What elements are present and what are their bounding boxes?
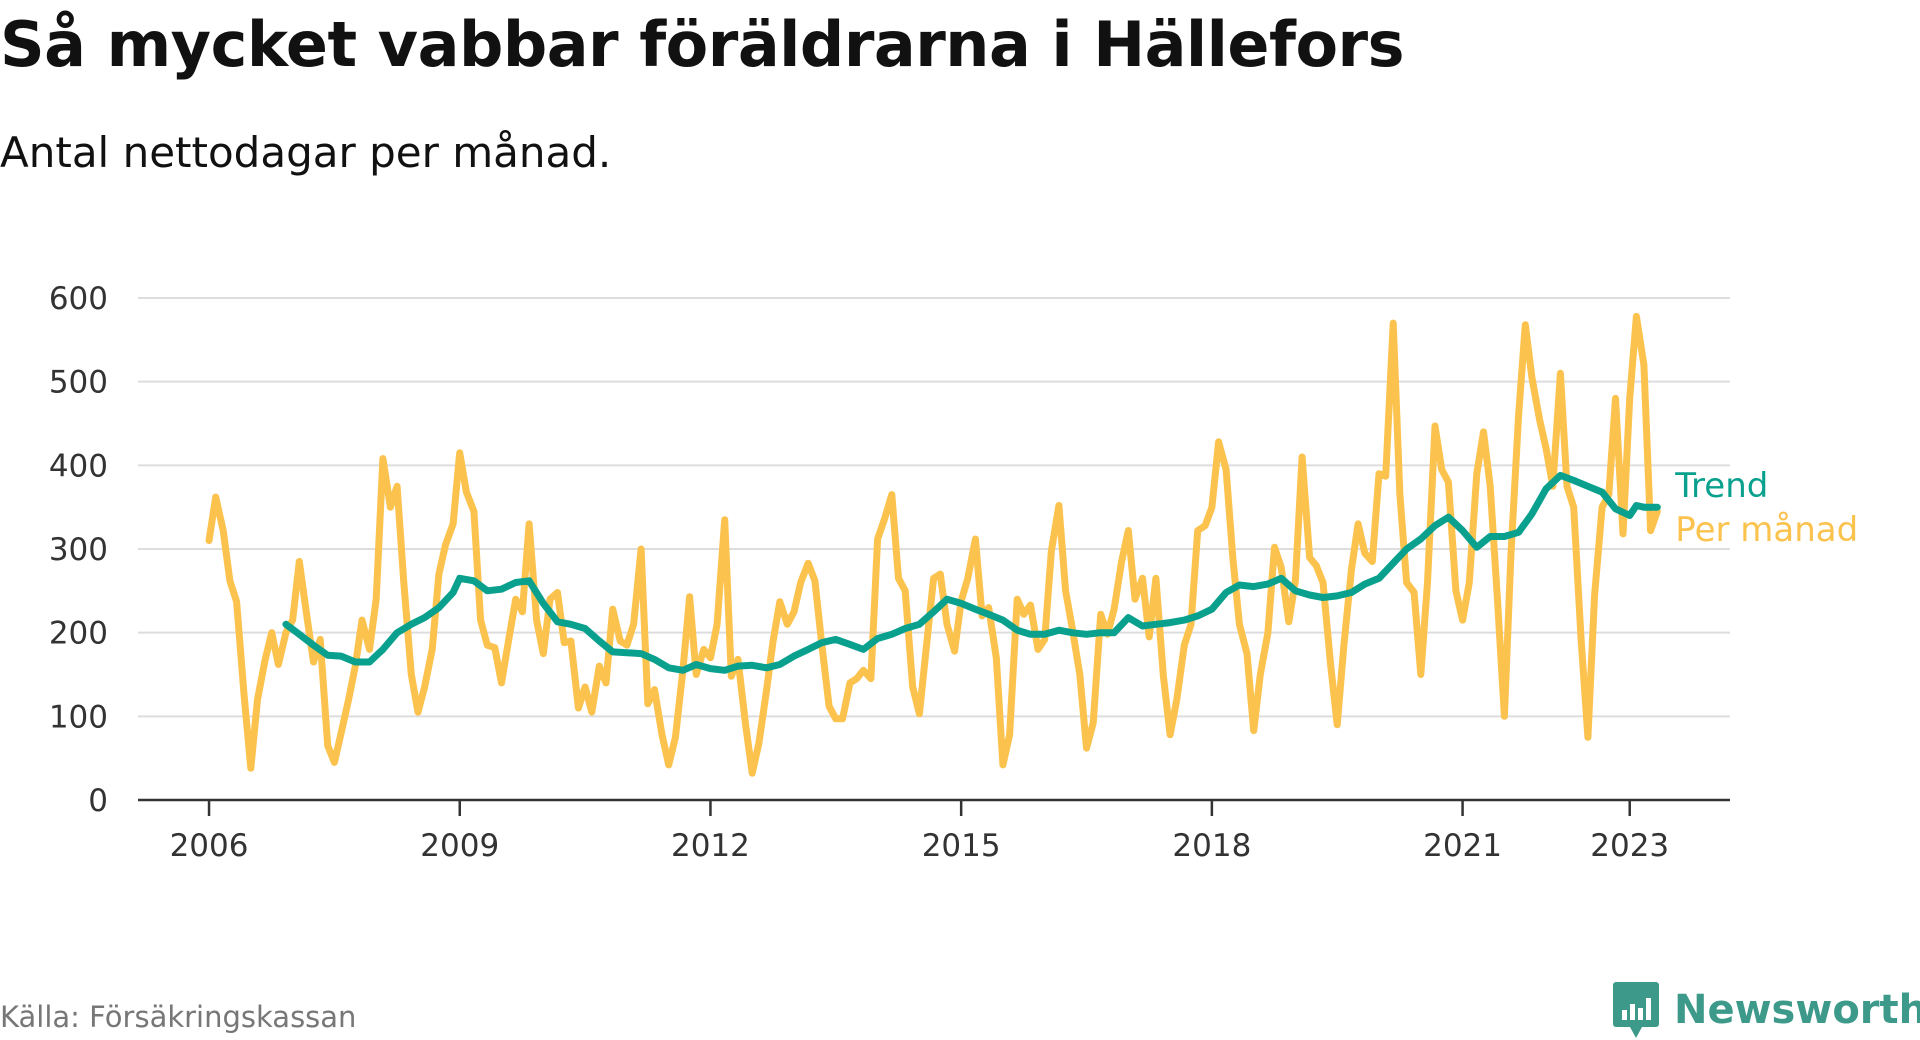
brand-name: Newsworthy: [1674, 987, 1920, 1033]
x-tick-label: 2015: [922, 828, 1001, 864]
series-label: Per månad: [1675, 510, 1858, 550]
series-label: Trend: [1674, 466, 1768, 506]
y-tick-label: 500: [49, 365, 108, 401]
x-tick-label: 2009: [420, 828, 499, 864]
y-axis-tick-labels: 0 100 200 300 400 500 600: [49, 281, 108, 819]
chart-title: Så mycket vabbar föräldrarna i Hällefors: [0, 8, 1405, 81]
x-tick-label: 2018: [1172, 828, 1251, 864]
y-tick-label: 400: [49, 448, 108, 484]
y-tick-label: 0: [88, 783, 108, 819]
brand-logo: Newsworthy: [1612, 980, 1920, 1040]
x-tick-label: 2006: [170, 828, 249, 864]
x-tick-label: 2012: [671, 828, 750, 864]
series-line-per-manad: [205, 312, 1661, 777]
y-tick-label: 200: [49, 616, 108, 652]
series-line-trend: [282, 471, 1661, 674]
newsworthy-logo-icon: [1613, 982, 1659, 1038]
series-lines: [205, 312, 1661, 777]
y-tick-label: 300: [49, 532, 108, 568]
x-axis: 2006 2009 2012 2015 2018 2021 2023: [138, 798, 1730, 864]
y-tick-label: 600: [49, 281, 108, 317]
x-tick-label: 2021: [1423, 828, 1502, 864]
chart-subtitle: Antal nettodagar per månad.: [0, 128, 612, 177]
y-tick-label: 100: [49, 699, 108, 735]
gridlines: [138, 297, 1730, 718]
x-tick-label: 2023: [1590, 828, 1669, 864]
source-note: Källa: Försäkringskassan: [0, 1000, 357, 1034]
